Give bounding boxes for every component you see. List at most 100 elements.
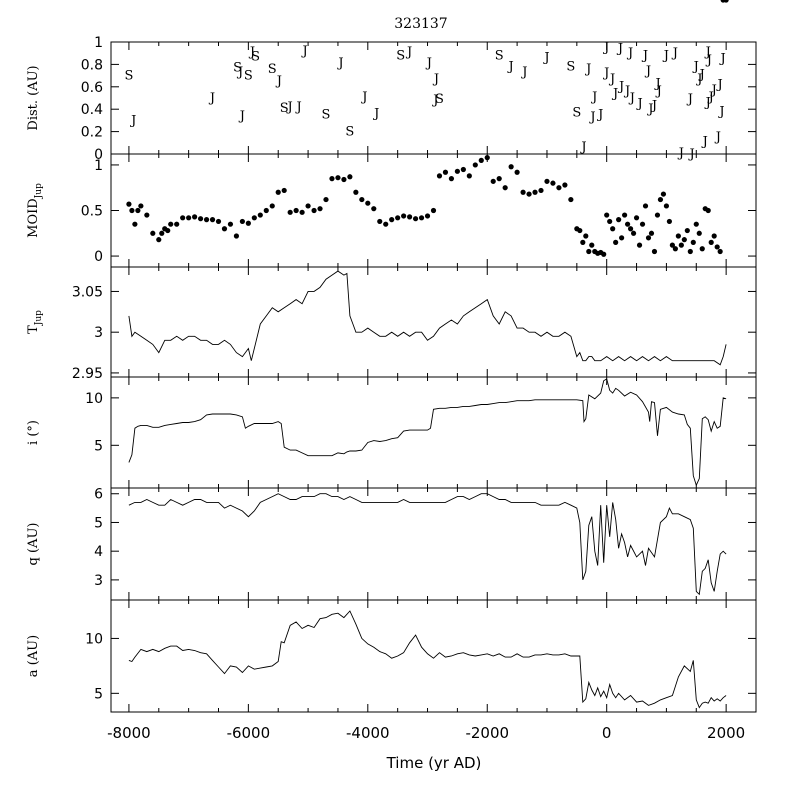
moid-point xyxy=(639,221,646,227)
moid-point xyxy=(418,215,425,221)
moid-point xyxy=(269,203,275,209)
jupiter-encounter-marker: J xyxy=(701,135,708,150)
moid-point xyxy=(583,233,589,239)
y-tick-label: 3.05 xyxy=(72,284,103,300)
jupiter-encounter-marker: J xyxy=(616,42,623,57)
moid-point xyxy=(430,207,437,214)
saturn-encounter-marker: S xyxy=(435,92,444,107)
moid-point xyxy=(556,185,562,191)
jupiter-encounter-marker: J xyxy=(617,80,624,95)
jupiter-encounter-marker: J xyxy=(608,72,615,87)
moid-point xyxy=(645,235,652,241)
y-axis-label-subscript: Jup xyxy=(34,183,44,199)
moid-point xyxy=(126,201,132,207)
moid-point xyxy=(514,169,520,175)
jupiter-encounter-marker: J xyxy=(704,95,711,110)
moid-point xyxy=(502,185,508,191)
panel-q: 3 4 5 6 q (AU) xyxy=(26,487,757,601)
moid-point xyxy=(666,218,673,225)
jupiter-encounter-marker: J xyxy=(236,65,243,80)
jupiter-encounter-marker: J xyxy=(611,86,618,101)
series-line-a xyxy=(128,610,727,709)
jupiter-encounter-marker: J xyxy=(623,84,630,99)
moid-point xyxy=(669,242,675,248)
jupiter-encounter-marker: J xyxy=(677,146,684,161)
panel-frame xyxy=(110,487,757,601)
moid-point xyxy=(138,203,144,209)
jupiter-encounter-marker: J xyxy=(646,102,653,117)
moid-point xyxy=(466,173,472,179)
jupiter-encounter-marker: J xyxy=(707,90,714,105)
jupiter-encounter-marker: J xyxy=(286,100,293,115)
moid-point xyxy=(660,191,667,197)
moid-point xyxy=(233,233,240,239)
saturn-encounter-marker: S xyxy=(566,60,575,75)
moid-point xyxy=(168,221,174,227)
jupiter-encounter-marker: J xyxy=(650,99,657,114)
y-axis-label: a (AU) xyxy=(26,635,41,677)
moid-point xyxy=(365,200,371,206)
moid-point xyxy=(442,169,449,175)
moid-point xyxy=(627,226,634,232)
moid-point xyxy=(263,207,269,214)
y-tick-label: 5 xyxy=(94,438,103,454)
saturn-encounter-marker: S xyxy=(495,48,504,63)
jupiter-encounter-marker: J xyxy=(626,46,633,61)
y-tick-label: 4 xyxy=(94,544,103,560)
moid-point xyxy=(711,233,717,239)
jupiter-encounter-marker: J xyxy=(431,93,438,108)
moid-point xyxy=(293,207,299,214)
panel-frame xyxy=(110,266,757,378)
jupiter-encounter-marker: J xyxy=(248,45,255,60)
y-tick-label: 0.4 xyxy=(81,102,103,118)
moid-point xyxy=(544,178,550,184)
moid-point xyxy=(389,217,395,223)
jupiter-encounter-marker: J xyxy=(716,77,723,92)
panel-tjup: 2.95 3 3.05 TJup xyxy=(26,266,757,382)
moid-point xyxy=(568,196,574,203)
jupiter-encounter-marker: J xyxy=(579,140,586,155)
saturn-encounter-marker: S xyxy=(345,124,354,139)
y-tick-label: 0 xyxy=(94,249,103,265)
jupiter-encounter-marker: J xyxy=(644,64,651,79)
moid-point xyxy=(144,212,150,218)
jupiter-encounter-marker: J xyxy=(653,76,660,91)
jupiter-encounter-marker: J xyxy=(662,48,669,63)
jupiter-encounter-marker: J xyxy=(238,109,245,124)
jupiter-encounter-marker: J xyxy=(698,67,705,82)
moid-point xyxy=(490,178,496,184)
chart-title: 323137 xyxy=(394,16,447,32)
moid-point xyxy=(723,0,729,3)
saturn-encounter-marker: S xyxy=(280,101,289,116)
moid-point xyxy=(696,230,702,236)
moid-point xyxy=(675,233,681,239)
moid-point xyxy=(672,246,678,252)
moid-point xyxy=(395,215,401,221)
moid-point xyxy=(705,207,711,214)
moid-point xyxy=(526,191,532,197)
moid-point xyxy=(401,213,407,219)
panel-moid: 0 0.5 1 MOIDJup xyxy=(26,0,757,268)
series-line-inc xyxy=(128,378,727,487)
jupiter-encounter-marker: J xyxy=(372,107,379,122)
moid-point xyxy=(642,203,649,209)
moid-point xyxy=(633,215,640,221)
jupiter-encounter-marker: J xyxy=(636,96,643,111)
jupiter-encounter-marker: J xyxy=(692,60,699,75)
jupiter-encounter-marker: J xyxy=(671,46,678,61)
panel-a: 5 10 a (AU) xyxy=(26,599,757,713)
jupiter-encounter-marker: J xyxy=(602,66,609,81)
moid-point xyxy=(323,196,329,203)
panel-inc: 5 10 i (°) xyxy=(26,376,757,489)
moid-point xyxy=(460,166,466,173)
y-tick-label: 2.95 xyxy=(72,366,103,382)
saturn-encounter-marker: S xyxy=(251,49,260,64)
moid-point xyxy=(532,189,538,195)
moid-point xyxy=(684,227,690,234)
moid-point xyxy=(681,237,687,243)
saturn-encounter-marker: S xyxy=(572,105,581,120)
moid-point xyxy=(699,246,705,252)
moid-point xyxy=(448,176,455,182)
y-tick-label: 3 xyxy=(94,325,103,341)
